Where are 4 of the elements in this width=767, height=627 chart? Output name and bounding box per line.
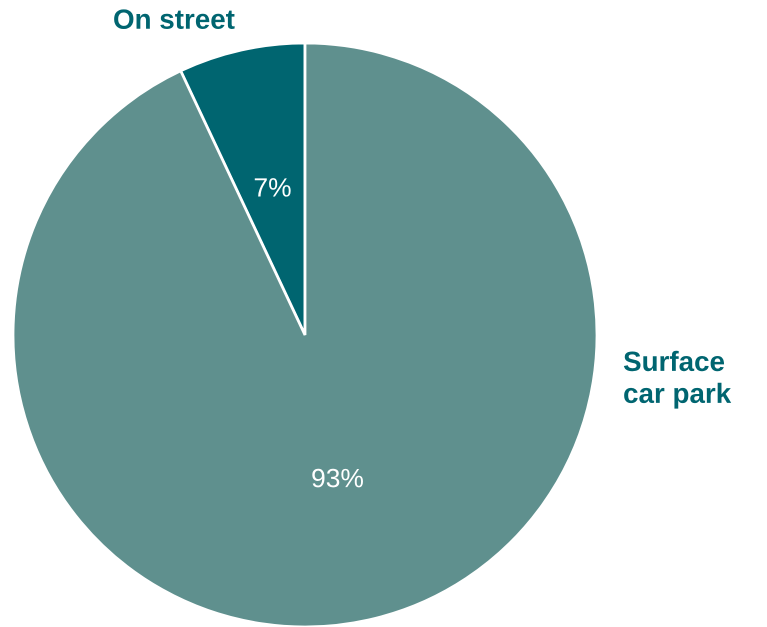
- data-label: 7%: [254, 178, 291, 197]
- slice-label: Surface car park: [624, 350, 732, 409]
- slice-label: On street: [114, 9, 235, 29]
- data-label: 93%: [312, 468, 363, 488]
